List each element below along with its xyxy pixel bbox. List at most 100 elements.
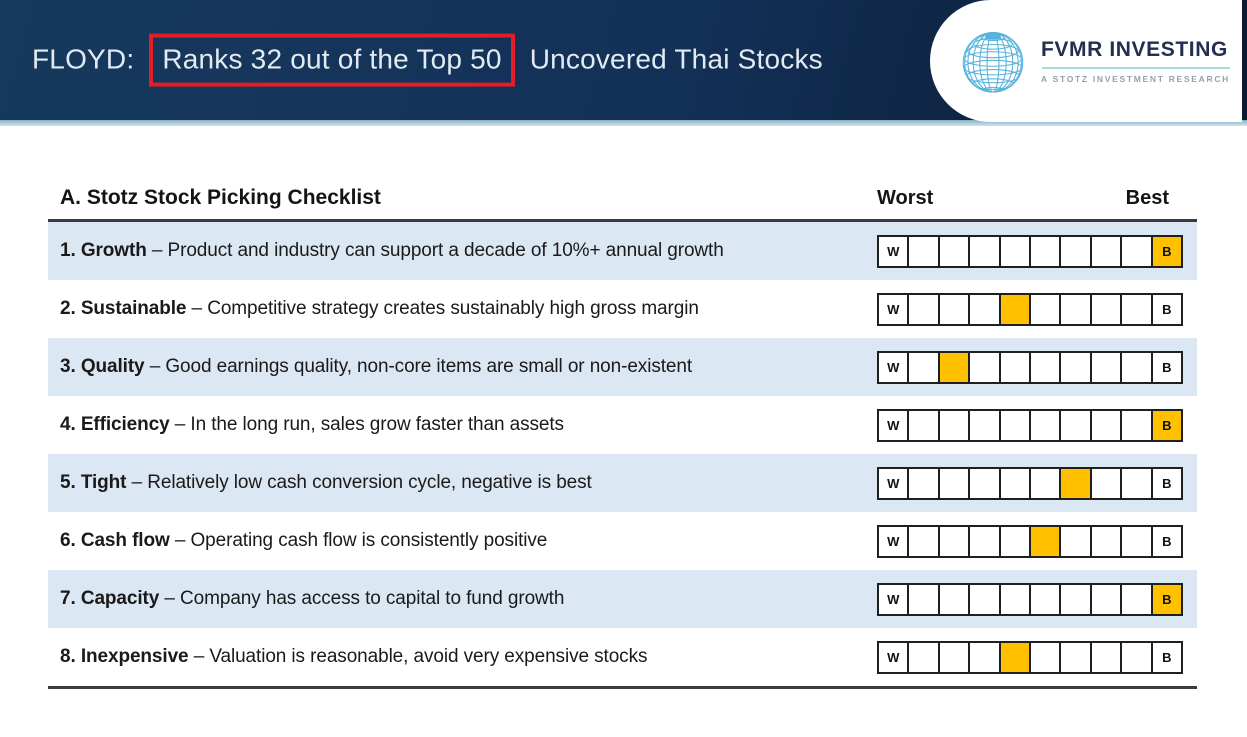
scale-cell: [1029, 582, 1062, 616]
scale-cell: [1120, 524, 1153, 558]
scale-cell-worst: W: [877, 524, 910, 558]
row-description: – Operating cash flow is consistently po…: [169, 530, 548, 551]
row-description: – Competitive strategy creates sustainab…: [186, 298, 699, 319]
checklist-row: 7. Capacity – Company has access to capi…: [48, 570, 1197, 628]
scale-cell: [1089, 466, 1123, 500]
scale-cell-highlight: [1029, 524, 1062, 558]
scale-cell: [1120, 292, 1153, 326]
scale-cell: [1120, 408, 1153, 442]
globe-icon: [962, 32, 1024, 93]
scale-cell-worst: W: [877, 640, 910, 674]
scale-cell: [907, 350, 940, 384]
scale-cell: [937, 640, 971, 674]
scale-cell: [1120, 350, 1153, 384]
scale-header: Worst Best: [877, 187, 1183, 210]
brand-divider: [1042, 67, 1230, 69]
row-text: 7. Capacity – Company has access to capi…: [60, 588, 877, 610]
checklist-row: 2. Sustainable – Competitive strategy cr…: [48, 280, 1197, 338]
scale-cell: [968, 292, 1001, 326]
brand-name: FVMR INVESTING: [1041, 38, 1228, 61]
scale-cell: [998, 524, 1032, 558]
scale-cell: [1029, 408, 1062, 442]
row-description: – Valuation is reasonable, avoid very ex…: [188, 646, 648, 667]
scale-cell: [968, 408, 1001, 442]
scale-cell: [1059, 640, 1092, 674]
checklist: A. Stotz Stock Picking Checklist Worst B…: [48, 186, 1197, 689]
scale-cell: [937, 234, 971, 268]
scale-cell-worst: W: [877, 292, 910, 326]
scale-cell: [998, 466, 1032, 500]
checklist-title: A. Stotz Stock Picking Checklist: [60, 186, 381, 209]
scale-cell: [1059, 524, 1092, 558]
scale-cell: [907, 582, 940, 616]
row-description: – Product and industry can support a dec…: [146, 240, 724, 261]
brand-tagline: A STOTZ INVESTMENT RESEARCH: [1041, 74, 1230, 84]
row-description: – Good earnings quality, non-core items …: [144, 356, 693, 377]
scale-cell: [937, 408, 971, 442]
scale-cell: [998, 234, 1032, 268]
row-description: – Relatively low cash conversion cycle, …: [126, 472, 592, 493]
row-text: 5. Tight – Relatively low cash conversio…: [60, 472, 877, 494]
scale-cell: [907, 292, 940, 326]
worst-label: Worst: [877, 187, 934, 209]
scale-cell-highlight: B: [1150, 234, 1184, 268]
scale-cell: [907, 640, 940, 674]
checklist-row: 4. Efficiency – In the long run, sales g…: [48, 396, 1197, 454]
scale-cell: [1029, 640, 1062, 674]
row-label: 2. Sustainable: [60, 298, 187, 319]
scale-cell: [998, 350, 1032, 384]
scale-cell: [937, 292, 971, 326]
checklist-row: 6. Cash flow – Operating cash flow is co…: [48, 512, 1197, 570]
scale-cell: [1120, 640, 1153, 674]
scale-cell: [937, 582, 971, 616]
row-text: 2. Sustainable – Competitive strategy cr…: [60, 298, 877, 320]
scale-cell: [1089, 350, 1123, 384]
scale-cell: [907, 234, 940, 268]
checklist-row: 3. Quality – Good earnings quality, non-…: [48, 338, 1197, 396]
logo: FVMR INVESTING A STOTZ INVESTMENT RESEAR…: [930, 0, 1242, 122]
row-label: 7. Capacity: [60, 588, 160, 609]
scale-cell: [937, 524, 971, 558]
scale-cell: [1059, 408, 1092, 442]
slide-title: FLOYD: Ranks 32 out of the Top 50 Uncove…: [32, 33, 823, 87]
scale-cell-best: B: [1150, 350, 1184, 384]
scale-cell-worst: W: [877, 408, 910, 442]
scale-cell: [1089, 582, 1123, 616]
scale-cell-worst: W: [877, 350, 910, 384]
scale-cell: [1089, 234, 1123, 268]
header-band: FLOYD: Ranks 32 out of the Top 50 Uncove…: [0, 0, 1247, 122]
scale-cell: [1029, 466, 1062, 500]
row-text: 1. Growth – Product and industry can sup…: [60, 240, 877, 262]
scale-cell: [937, 466, 971, 500]
scale-cell: [1059, 582, 1092, 616]
scale-cell: [968, 582, 1001, 616]
row-description: – Company has access to capital to fund …: [159, 588, 565, 609]
scale-cell: [1089, 524, 1123, 558]
scale-cell-worst: W: [877, 466, 910, 500]
scale-cell: [907, 466, 940, 500]
scale-cell: [1120, 582, 1153, 616]
scale-cell: [968, 466, 1001, 500]
scale-cell: [1059, 234, 1092, 268]
header-divider: [0, 120, 1247, 126]
scale-cell: [1029, 234, 1062, 268]
scale-cell: [968, 350, 1001, 384]
row-label: 8. Inexpensive: [60, 646, 189, 667]
scale-cell-highlight: [998, 640, 1032, 674]
scale-cell: [1089, 640, 1123, 674]
row-text: 6. Cash flow – Operating cash flow is co…: [60, 530, 877, 552]
best-label: Best: [1125, 187, 1169, 209]
checklist-row: 8. Inexpensive – Valuation is reasonable…: [48, 628, 1197, 686]
checklist-header: A. Stotz Stock Picking Checklist Worst B…: [48, 186, 1197, 219]
row-label: 1. Growth: [60, 240, 147, 261]
scale-cell: [1120, 234, 1153, 268]
scale-cell: [1059, 350, 1092, 384]
slide-title-prefix: FLOYD:: [32, 43, 135, 75]
scale-cell-best: B: [1150, 524, 1184, 558]
